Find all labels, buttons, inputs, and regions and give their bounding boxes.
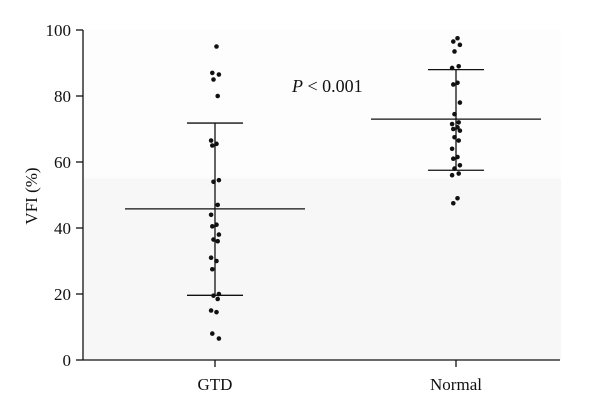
series-gtd: [125, 44, 305, 341]
y-tick-label-20: 20: [54, 285, 71, 304]
data-point: [210, 331, 215, 336]
x-tick-label-gtd: GTD: [198, 375, 233, 394]
data-point: [457, 163, 463, 168]
data-point: [451, 82, 456, 87]
data-point: [456, 171, 462, 176]
data-point: [211, 237, 216, 242]
y-axis: 0 20 40 60 80 100: [46, 21, 84, 370]
data-point: [208, 138, 214, 143]
series-normal: [371, 35, 541, 206]
data-point: [214, 258, 219, 264]
y-axis-title: VFI (%): [22, 167, 41, 224]
data-point: [455, 125, 460, 130]
data-point: [456, 64, 462, 69]
data-point: [210, 70, 215, 76]
p-value-rest: < 0.001: [303, 76, 363, 96]
data-point: [214, 141, 219, 147]
data-point: [214, 222, 219, 227]
data-point: [211, 179, 216, 185]
data-point: [456, 120, 462, 125]
data-point: [455, 196, 460, 201]
data-point: [208, 255, 214, 260]
data-point: [216, 72, 222, 77]
y-tick-label-100: 100: [46, 21, 72, 40]
data-point: [208, 212, 214, 218]
data-point: [215, 93, 220, 99]
data-point: [449, 65, 455, 71]
data-point: [216, 336, 222, 341]
data-point: [210, 143, 215, 148]
data-point: [210, 266, 215, 272]
y-tick-label-0: 0: [63, 351, 72, 370]
plot-band-lower: [84, 178, 561, 360]
y-tick-label-60: 60: [54, 153, 71, 172]
data-point: [451, 200, 456, 206]
data-point: [449, 146, 455, 152]
data-point: [211, 293, 216, 298]
data-point: [456, 138, 462, 143]
x-tick-label-normal: Normal: [430, 375, 482, 394]
data-point: [214, 309, 219, 315]
data-point: [451, 156, 456, 161]
data-point: [452, 49, 457, 54]
y-tick-label-40: 40: [54, 219, 71, 238]
data-point: [452, 134, 457, 140]
data-point: [455, 80, 460, 86]
x-axis: GTD Normal: [83, 359, 560, 394]
data-point: [215, 296, 220, 302]
data-point: [455, 35, 460, 41]
data-point: [457, 128, 463, 133]
data-point: [457, 100, 463, 105]
data-point: [449, 172, 455, 178]
data-point: [210, 224, 215, 229]
data-point: [211, 77, 216, 82]
plot-band-upper: [84, 30, 561, 179]
data-point: [216, 177, 222, 183]
p-value-annotation: P < 0.001: [291, 76, 363, 96]
data-point: [215, 238, 220, 244]
data-point: [451, 126, 456, 132]
data-point: [452, 166, 457, 171]
data-point: [216, 232, 222, 237]
p-value-italic: P: [291, 76, 303, 96]
data-point: [215, 202, 220, 208]
y-tick-label-80: 80: [54, 87, 71, 106]
data-point: [214, 44, 219, 49]
data-point: [455, 154, 460, 160]
data-point: [451, 39, 456, 44]
data-point: [208, 308, 214, 313]
data-point: [216, 291, 222, 297]
series-layer: [125, 35, 541, 341]
data-point: [457, 42, 463, 48]
data-point: [452, 111, 457, 117]
data-point: [449, 121, 455, 127]
